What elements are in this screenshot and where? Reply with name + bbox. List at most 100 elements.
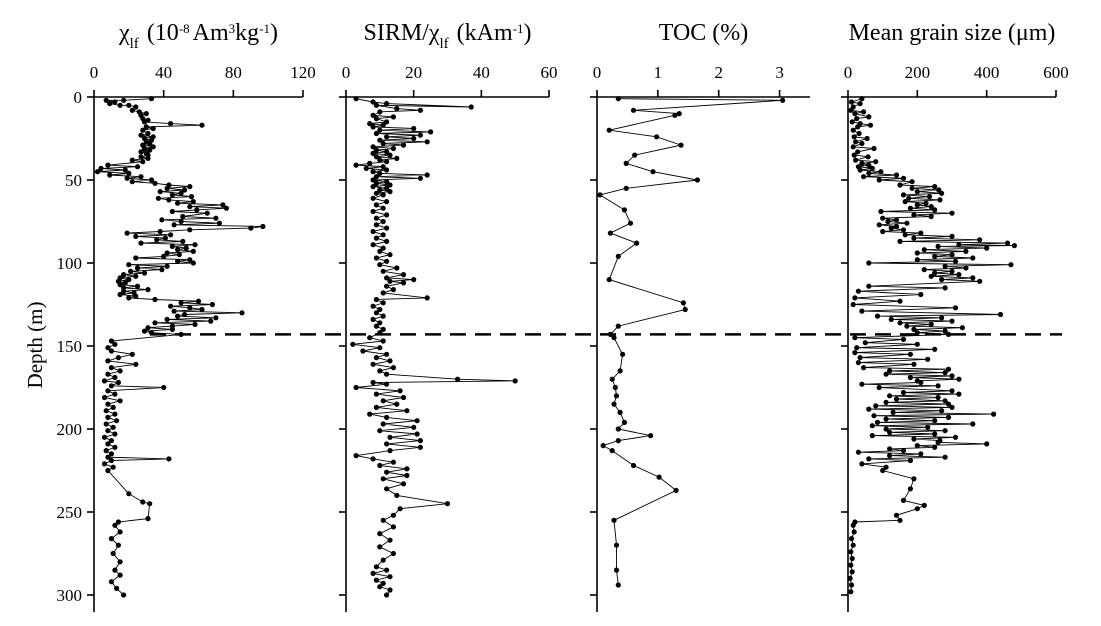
- data-point: [143, 124, 149, 130]
- data-point: [855, 360, 862, 366]
- data-point: [377, 462, 383, 469]
- data-point: [384, 258, 390, 264]
- data-point: [117, 529, 123, 535]
- data-point: [902, 199, 908, 205]
- data-point: [370, 124, 376, 130]
- data-point: [394, 265, 400, 271]
- data-point: [866, 170, 872, 176]
- data-point: [350, 341, 356, 347]
- data-point: [121, 97, 127, 103]
- data-point: [384, 149, 390, 155]
- data-point: [169, 326, 175, 332]
- data-point: [866, 260, 872, 266]
- data-point: [150, 144, 156, 150]
- data-point: [103, 421, 109, 427]
- data-point: [152, 296, 158, 303]
- data-point: [694, 177, 701, 183]
- data-point: [248, 225, 254, 231]
- data-point: [353, 453, 359, 459]
- data-point: [377, 531, 383, 537]
- data-point: [855, 449, 862, 455]
- data-point: [147, 501, 153, 507]
- data-point: [194, 207, 200, 213]
- data-point: [959, 325, 966, 331]
- data-point: [897, 182, 903, 188]
- data-point: [145, 155, 151, 161]
- data-point: [654, 134, 660, 140]
- data-point: [377, 127, 383, 133]
- data-point: [893, 172, 900, 178]
- data-point: [404, 472, 410, 479]
- data-point: [424, 172, 430, 178]
- x-tick-label: 3: [775, 63, 784, 82]
- data-point: [648, 433, 654, 439]
- data-point: [192, 321, 198, 327]
- data-point: [909, 179, 915, 185]
- data-point: [220, 202, 226, 208]
- data-point: [164, 250, 170, 256]
- data-point: [108, 451, 114, 457]
- data-point: [108, 348, 114, 354]
- data-point: [112, 99, 118, 105]
- data-point: [178, 300, 184, 306]
- data-point: [145, 325, 151, 331]
- data-point: [623, 185, 629, 191]
- data-point: [606, 277, 612, 283]
- data-point: [353, 96, 359, 102]
- data-point: [926, 194, 933, 200]
- data-point: [902, 232, 908, 238]
- data-point: [138, 174, 144, 180]
- data-point: [411, 424, 417, 430]
- data-point: [164, 185, 170, 191]
- panel-4: Mean grain size (μm) 0 200 400 600: [841, 20, 1069, 612]
- data-point: [390, 524, 396, 530]
- data-point: [414, 431, 420, 437]
- data-point: [103, 408, 109, 414]
- data-point: [873, 159, 879, 165]
- data-point: [133, 255, 139, 261]
- data-point: [949, 373, 955, 379]
- data-point: [154, 237, 160, 243]
- data-point: [384, 212, 390, 218]
- data-point: [370, 144, 376, 150]
- data-point: [145, 130, 151, 137]
- data-point: [373, 180, 379, 186]
- data-point: [176, 252, 182, 258]
- data-point: [208, 318, 214, 324]
- data-point: [949, 388, 955, 394]
- data-point: [377, 262, 383, 268]
- data-point: [397, 388, 403, 394]
- data-point: [455, 376, 461, 382]
- data-point: [370, 316, 376, 322]
- data-point: [183, 245, 189, 251]
- data-point: [133, 104, 139, 110]
- data-point: [911, 212, 917, 218]
- data-point: [213, 315, 219, 321]
- data-point: [138, 149, 144, 155]
- data-point: [1011, 243, 1018, 249]
- data-point: [853, 157, 859, 163]
- data-point: [373, 577, 379, 583]
- data-point: [932, 270, 938, 276]
- data-point: [411, 277, 417, 283]
- x-tick-label: 0: [593, 63, 602, 82]
- data-point: [370, 208, 376, 215]
- data-point: [373, 310, 379, 316]
- data-point: [394, 401, 400, 407]
- data-point: [390, 459, 396, 465]
- data-point: [101, 461, 108, 467]
- data-point: [866, 114, 872, 120]
- data-point: [157, 228, 163, 235]
- data-point: [615, 582, 621, 588]
- x-tick-label: 40: [473, 63, 490, 82]
- data-point: [367, 335, 373, 341]
- data-point: [370, 195, 376, 201]
- data-point: [380, 580, 386, 587]
- data-point: [932, 184, 938, 190]
- data-point: [117, 291, 123, 298]
- depth-tick-label: 300: [57, 586, 83, 605]
- data-point: [148, 96, 155, 102]
- data-point: [874, 419, 881, 425]
- data-point: [126, 491, 132, 497]
- data-point: [887, 453, 893, 459]
